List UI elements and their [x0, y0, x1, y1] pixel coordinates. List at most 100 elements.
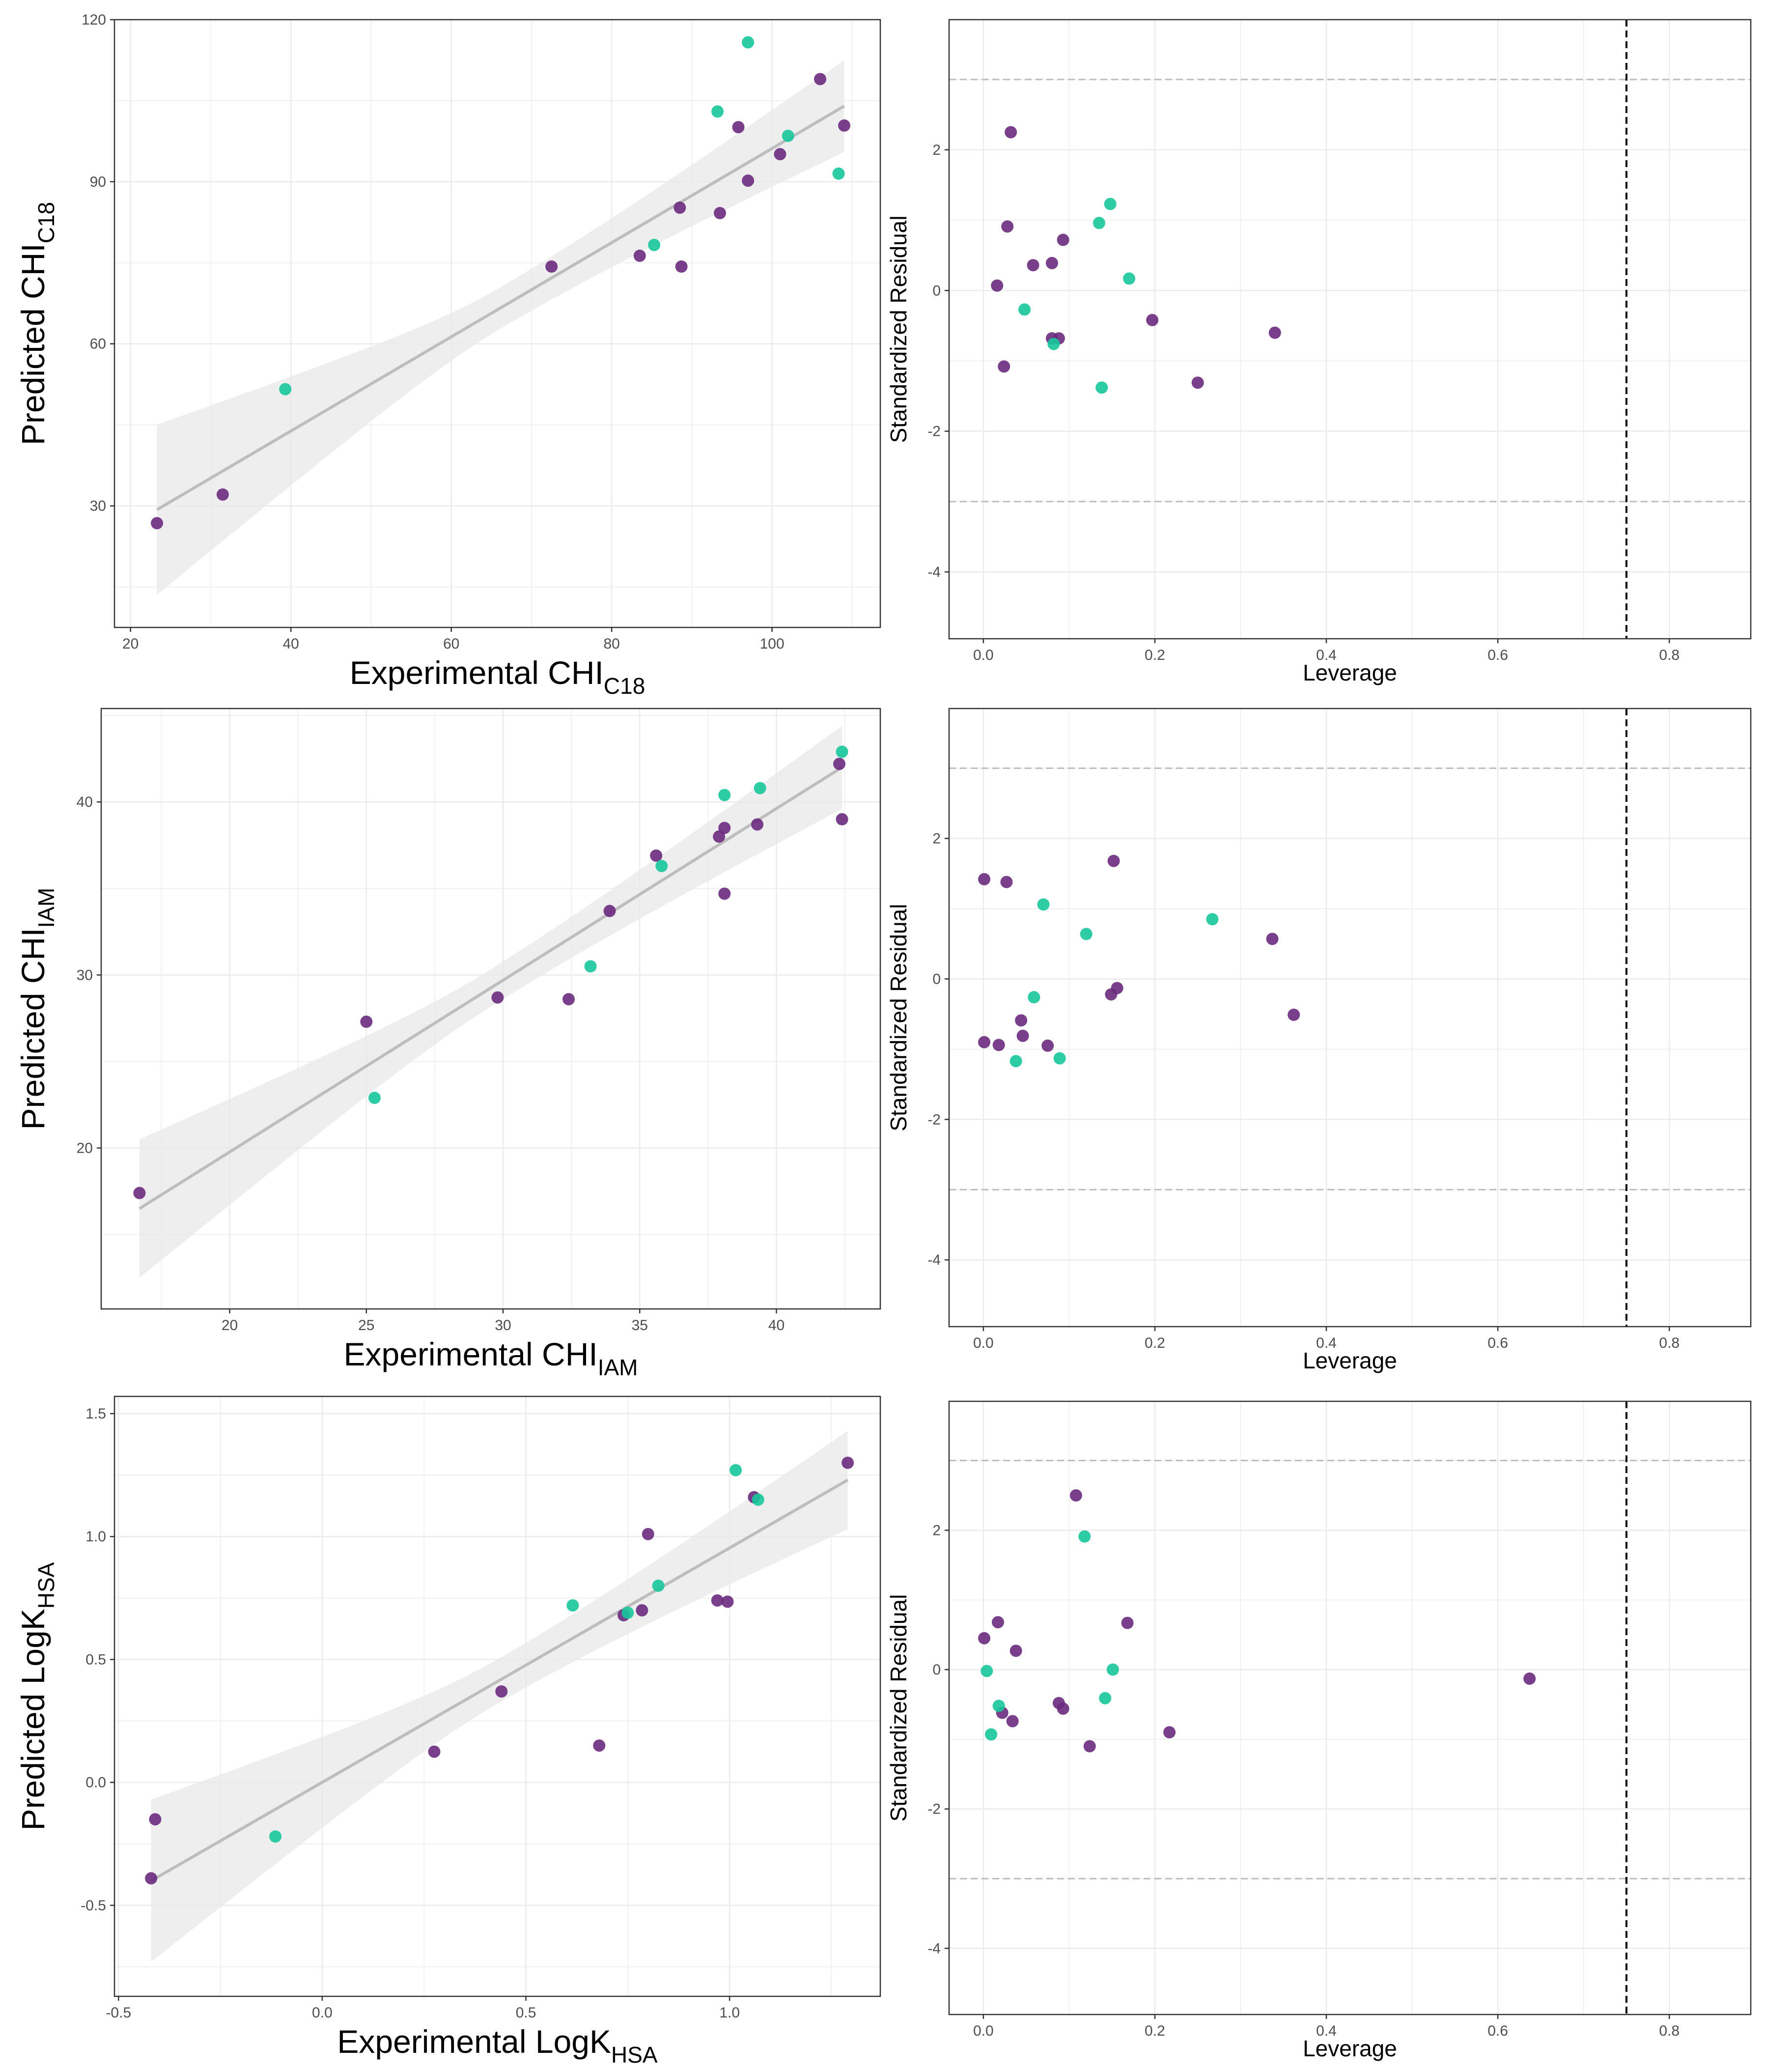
training-point	[732, 121, 745, 134]
test-point	[1028, 991, 1040, 1004]
test-point	[782, 129, 794, 142]
x-tick-label: 0.6	[1487, 2023, 1508, 2039]
plot-background	[949, 20, 1751, 639]
test-point	[1093, 217, 1105, 229]
x-tick-label: 0.2	[1145, 1335, 1165, 1351]
x-axis-title-subscript: C18	[604, 673, 645, 699]
x-axis-title: Experimental LogKHSA	[337, 2023, 658, 2068]
x-tick-label: 0.4	[1316, 2023, 1337, 2039]
training-point	[145, 1872, 158, 1885]
y-tick-label: 0.0	[85, 1775, 106, 1791]
x-tick-label: 0.5	[516, 2005, 536, 2021]
x-axis-title: Leverage	[1303, 660, 1397, 685]
x-tick-label: 1.0	[719, 2005, 740, 2021]
test-point	[1106, 1663, 1119, 1676]
training-point	[742, 174, 755, 187]
y-axis-title: Predicted CHIIAM	[15, 888, 59, 1130]
x-tick-label: 0.8	[1659, 647, 1680, 663]
x-tick-label: 0.0	[312, 2005, 333, 2021]
training-point	[1121, 1617, 1134, 1629]
training-point	[1027, 259, 1039, 272]
test-point	[584, 960, 597, 973]
x-axis-title-subscript: IAM	[598, 1355, 638, 1380]
y-axis-title-subscript: IAM	[33, 888, 59, 928]
training-point	[718, 887, 731, 900]
training-point	[1041, 1039, 1054, 1052]
training-point	[1288, 1008, 1300, 1021]
training-point	[1083, 1740, 1096, 1753]
x-tick-label: 25	[358, 1317, 374, 1334]
test-point	[752, 1493, 764, 1506]
training-point	[1016, 1029, 1029, 1042]
y-tick-label: 20	[77, 1140, 93, 1156]
regression-line	[139, 766, 843, 1210]
y-tick-label: 2	[932, 1522, 941, 1538]
plot-background	[949, 1401, 1751, 2015]
y-tick-label: -2	[927, 424, 941, 440]
y-tick-label: 0.5	[85, 1651, 106, 1668]
test-point	[648, 239, 661, 252]
y-tick-label: 1.5	[85, 1406, 106, 1422]
chart-panel-chi-c18-leverage: 0.0 0.2 0.4 0.6 0.8 -4 -2 0 2 Leverage Standardize…	[886, 19, 1752, 685]
training-point	[1266, 933, 1279, 945]
confidence-band	[157, 60, 844, 595]
x-tick-label: 0.2	[1145, 647, 1165, 663]
training-point	[718, 822, 731, 834]
chart-panel-logk-hsa-leverage: 0.0 0.2 0.4 0.6 0.8 -4 -2 0 2 Leverage Standardize…	[886, 1400, 1752, 2061]
training-point	[603, 905, 616, 917]
training-point	[1001, 220, 1014, 233]
training-point	[838, 119, 851, 132]
x-tick-label: 0.8	[1659, 2023, 1680, 2039]
training-point	[642, 1528, 654, 1540]
x-tick-label: 40	[768, 1317, 785, 1334]
y-tick-label: 30	[90, 498, 106, 514]
test-point	[1037, 898, 1050, 911]
test-point	[836, 745, 848, 758]
x-axis-title: Leverage	[1303, 2036, 1397, 2061]
y-axis-title-subscript: C18	[33, 202, 59, 243]
test-point	[754, 782, 766, 795]
y-axis-title: Standardized Residual	[886, 1594, 911, 1822]
x-tick-label: 20	[222, 1317, 238, 1334]
test-point	[1095, 381, 1108, 394]
x-tick-label: 20	[122, 636, 139, 652]
training-point	[992, 1039, 1005, 1051]
panel-border	[100, 708, 881, 1310]
training-point	[1045, 256, 1058, 269]
training-point	[836, 813, 848, 825]
training-point	[1163, 1726, 1176, 1739]
panel-border	[948, 19, 1752, 640]
test-point	[279, 383, 292, 396]
training-point	[360, 1015, 373, 1028]
y-tick-label: 2	[932, 142, 941, 158]
training-point	[1000, 876, 1013, 888]
chart-panel-logk-hsa-fit: -0.5 0.0 0.5 1.0 -0.5 0.0 0.5 1.0 1.5 Experimenta…	[15, 1395, 881, 2068]
training-point	[151, 517, 164, 530]
test-point	[1104, 198, 1117, 210]
training-point	[1107, 854, 1120, 867]
test-point	[1009, 1055, 1022, 1068]
training-point	[675, 260, 688, 273]
test-point	[832, 167, 845, 180]
y-axis-title: Standardized Residual	[886, 904, 911, 1132]
test-point	[711, 105, 724, 118]
y-tick-label: 0	[932, 971, 941, 987]
x-axis-title: Experimental CHIC18	[350, 654, 645, 699]
training-point	[1069, 1489, 1082, 1502]
test-point	[718, 789, 731, 801]
training-point	[1009, 1645, 1022, 1657]
training-point	[428, 1745, 441, 1758]
test-point	[1099, 1692, 1112, 1704]
x-tick-label: 35	[632, 1317, 648, 1334]
training-point	[149, 1813, 162, 1826]
training-point	[841, 1456, 854, 1469]
y-tick-label: 90	[90, 174, 106, 190]
grid-lines	[949, 1401, 1751, 2015]
panel-border	[113, 1395, 881, 1997]
training-point	[1015, 1014, 1028, 1027]
test-point	[1053, 1052, 1066, 1065]
x-tick-label: 30	[495, 1317, 511, 1334]
test-point	[992, 1700, 1005, 1712]
training-point	[673, 201, 686, 214]
